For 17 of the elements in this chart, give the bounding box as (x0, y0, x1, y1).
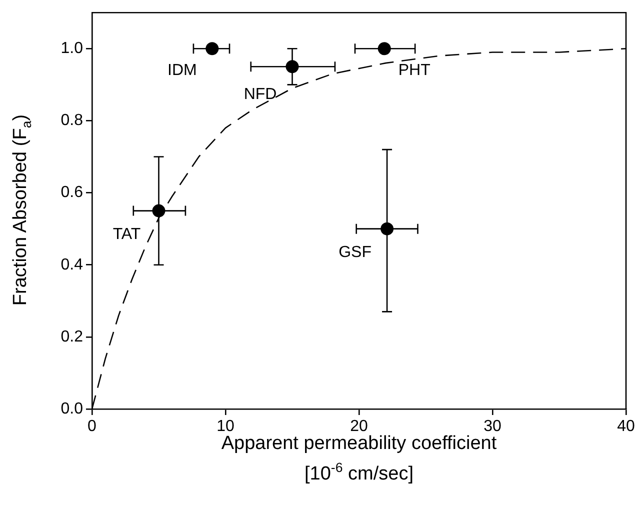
x-tick-label: 20 (350, 418, 368, 436)
x-tick-label: 10 (216, 418, 234, 436)
y-tick-label: 0.8 (60, 112, 84, 130)
x-tick-label: 0 (88, 418, 97, 436)
annotation: NFD (244, 86, 277, 104)
y-tick-label: 0.2 (60, 328, 84, 346)
x-tick-label: 30 (484, 418, 502, 436)
x-tick-label: 40 (617, 418, 635, 436)
y-tick-label: 1.0 (60, 40, 84, 58)
annotation: PHT (398, 62, 431, 80)
y-tick-label: 0.0 (60, 400, 84, 418)
annotation: TAT (112, 226, 141, 244)
y-tick-label: 0.6 (60, 184, 84, 202)
annotation: IDM (167, 62, 197, 80)
y-tick-label: 0.4 (60, 256, 84, 274)
x-axis-title: Apparent permeability coefficient [10$^{-6}$ cm/sec] (220, 433, 498, 486)
annotation: GSF (338, 244, 372, 262)
